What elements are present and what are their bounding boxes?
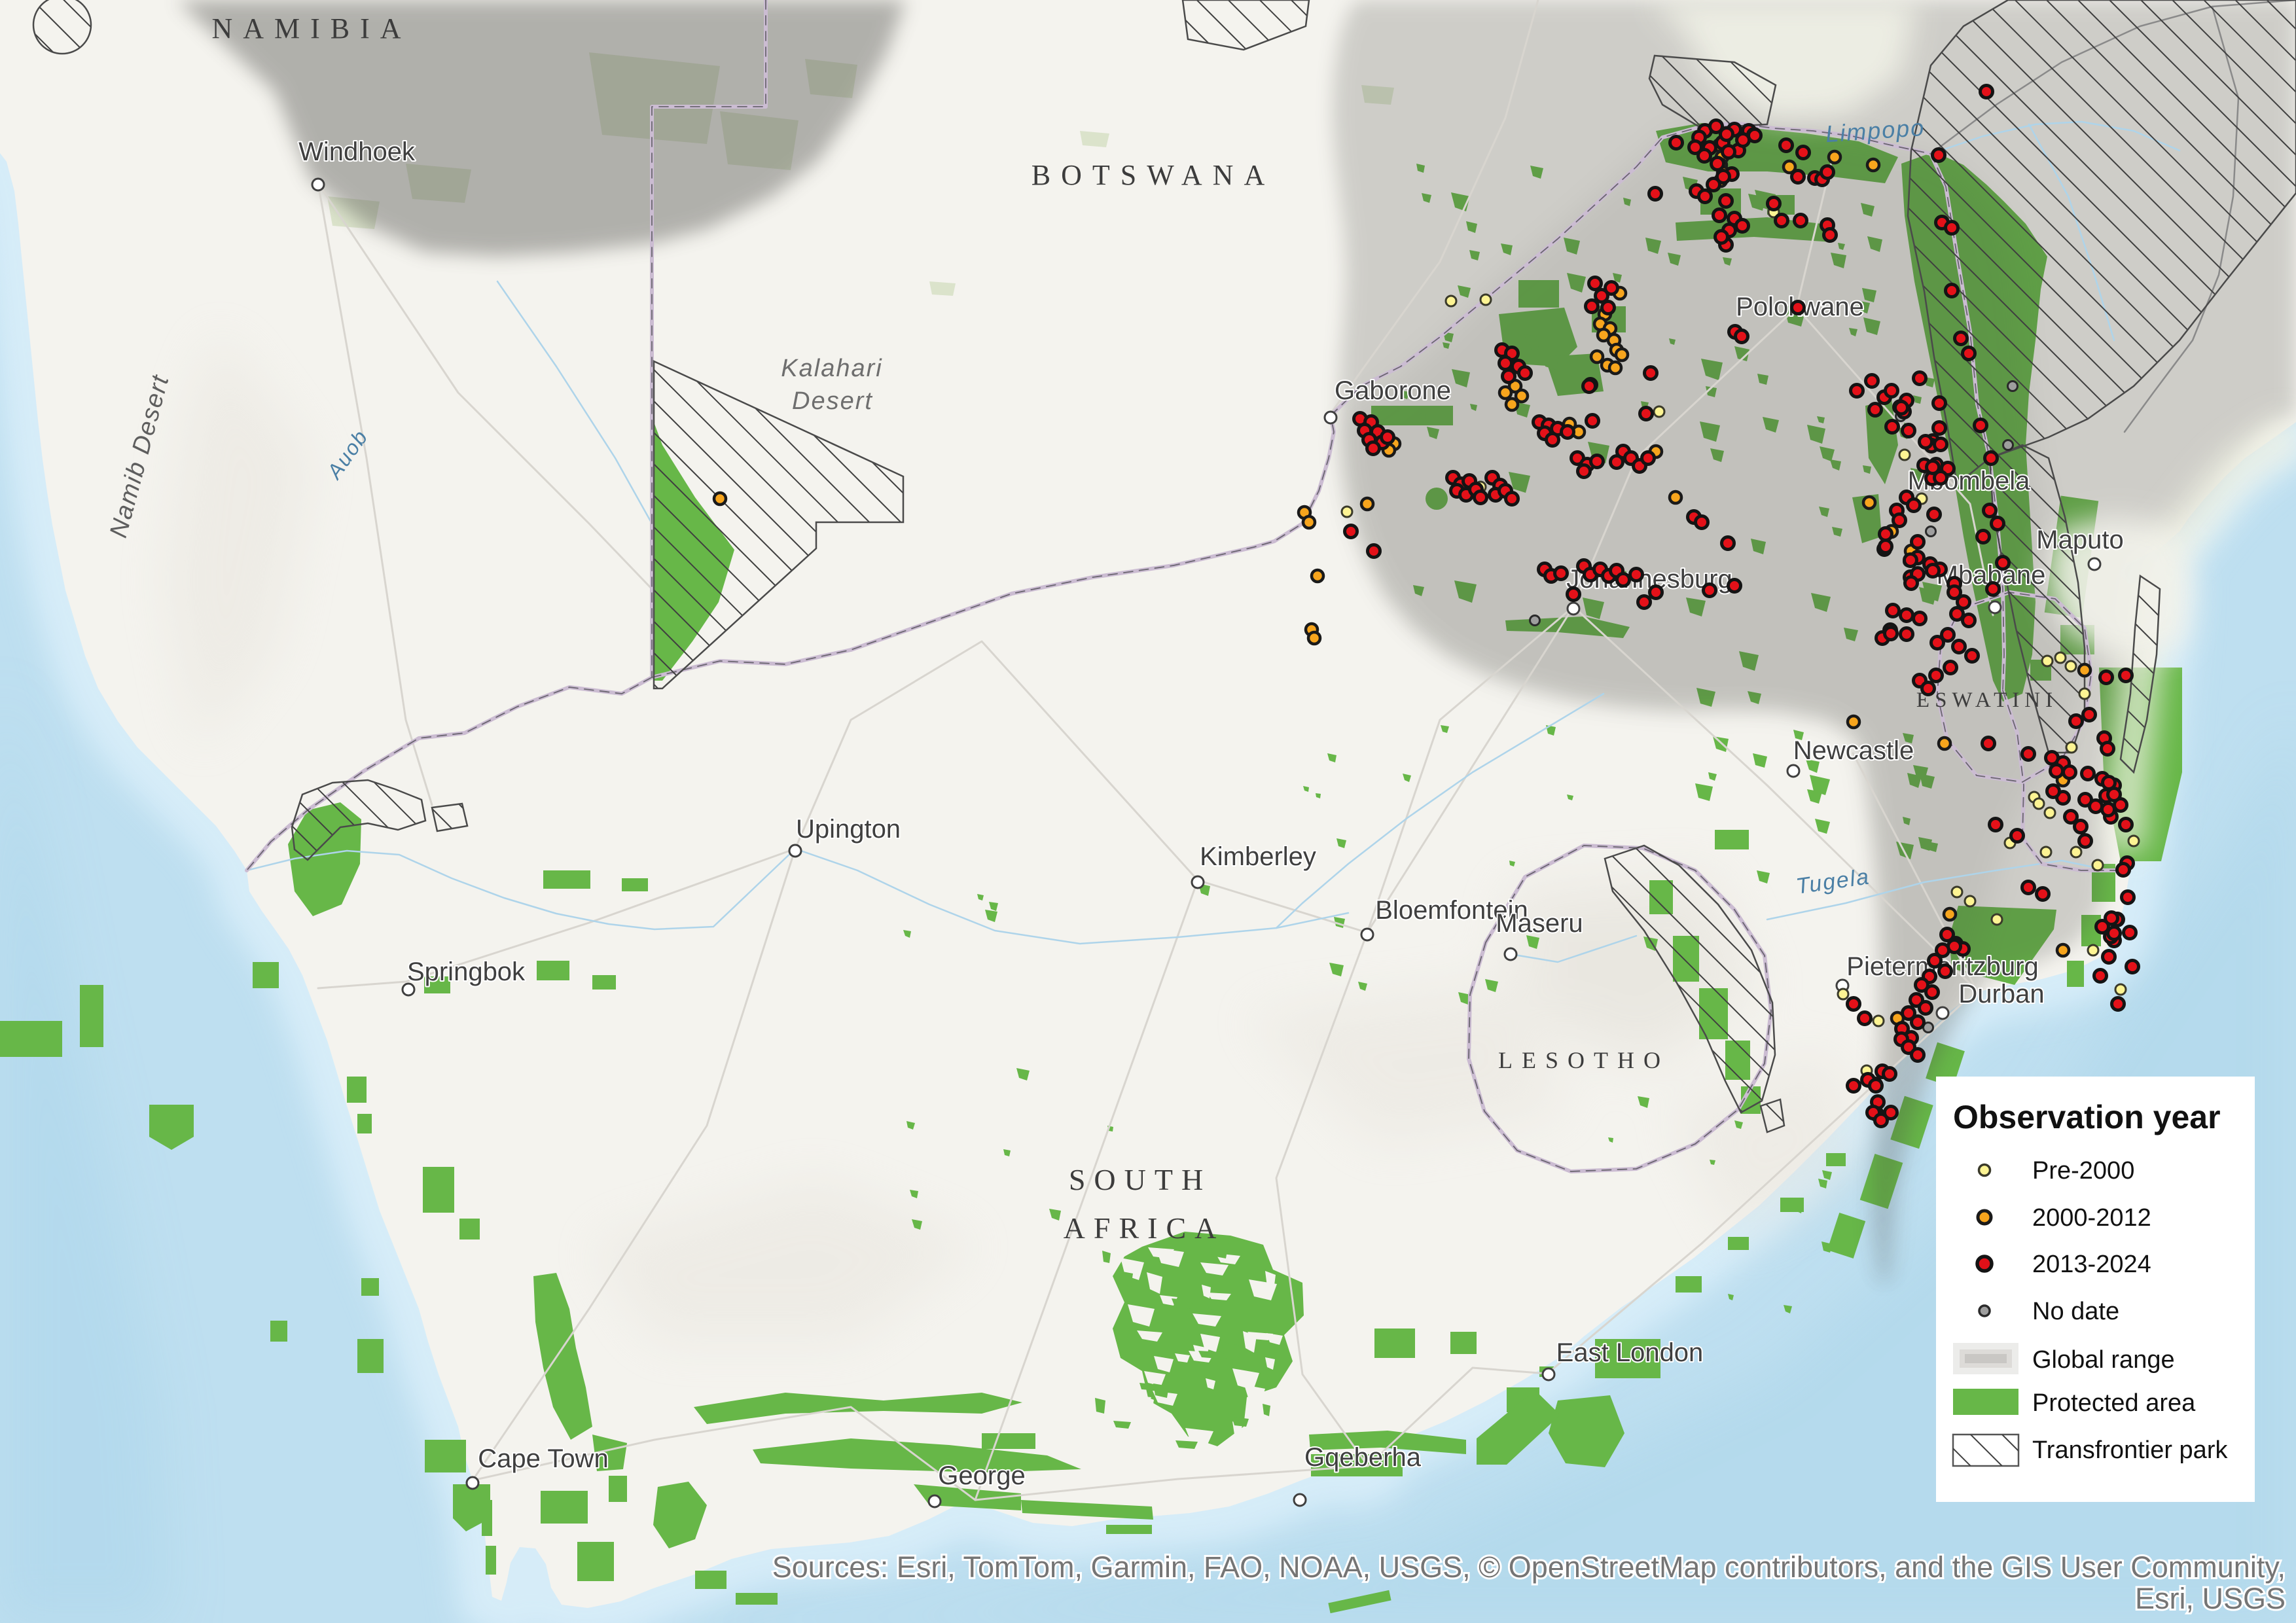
svg-text:Maputo: Maputo	[2036, 526, 2123, 554]
svg-text:Springbok: Springbok	[407, 957, 526, 986]
svg-text:Global range: Global range	[2032, 1346, 2175, 1374]
svg-text:Transfrontier park: Transfrontier park	[2032, 1436, 2228, 1464]
svg-text:Gqeberha: Gqeberha	[1304, 1443, 1422, 1472]
svg-text:Esri, USGS: Esri, USGS	[2135, 1582, 2286, 1615]
svg-text:LESOTHO: LESOTHO	[1498, 1047, 1670, 1073]
svg-text:Observation year: Observation year	[1953, 1099, 2221, 1135]
svg-text:Kimberley: Kimberley	[1200, 842, 1316, 871]
svg-text:BOTSWANA: BOTSWANA	[1031, 159, 1275, 191]
svg-text:Bloemfontein: Bloemfontein	[1375, 896, 1528, 925]
svg-text:AFRICA: AFRICA	[1064, 1211, 1225, 1245]
svg-text:Windhoek: Windhoek	[298, 137, 416, 166]
svg-text:Gaborone: Gaborone	[1335, 376, 1451, 405]
svg-text:2000-2012: 2000-2012	[2032, 1204, 2151, 1232]
svg-text:Sources: Esri, TomTom, Garmin,: Sources: Esri, TomTom, Garmin, FAO, NOAA…	[772, 1550, 2286, 1584]
svg-text:NAMIBIA: NAMIBIA	[211, 12, 411, 45]
svg-text:Maseru: Maseru	[1496, 909, 1583, 938]
svg-text:Protected area: Protected area	[2032, 1389, 2196, 1417]
svg-text:Pre-2000: Pre-2000	[2032, 1157, 2134, 1185]
svg-text:Cape Town: Cape Town	[478, 1444, 608, 1473]
svg-text:2013-2024: 2013-2024	[2032, 1251, 2151, 1278]
svg-text:Kalahari: Kalahari	[781, 355, 882, 382]
svg-text:No date: No date	[2032, 1298, 2119, 1325]
svg-text:ESWATINI: ESWATINI	[1916, 688, 2058, 712]
svg-text:East London: East London	[1556, 1338, 1704, 1367]
svg-text:Desert: Desert	[792, 387, 873, 415]
svg-text:Upington: Upington	[796, 815, 901, 844]
svg-text:Newcastle: Newcastle	[1793, 736, 1914, 765]
svg-text:SOUTH: SOUTH	[1069, 1163, 1211, 1196]
svg-text:George: George	[938, 1461, 1025, 1490]
svg-text:Durban: Durban	[1958, 980, 2044, 1008]
